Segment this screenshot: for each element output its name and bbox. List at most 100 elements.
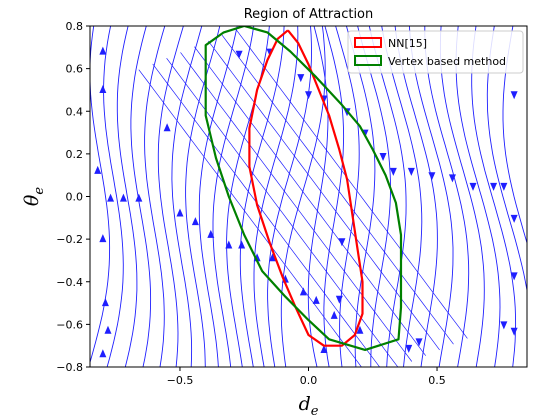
stream-arrow — [225, 240, 233, 249]
stream-arrow — [163, 123, 171, 132]
series-layer — [204, 26, 403, 351]
streamline — [280, 26, 326, 367]
stream-arrow — [235, 50, 243, 59]
stream-arrow — [356, 325, 364, 334]
streamline — [471, 26, 517, 367]
y-tick-label: −0.6 — [56, 318, 83, 331]
stream-arrow — [99, 349, 107, 358]
y-tick-label: −0.8 — [56, 361, 83, 374]
stream-arrow — [297, 74, 305, 83]
streamline — [171, 26, 203, 367]
x-tick-label: 0.5 — [428, 374, 446, 387]
legend-label: Vertex based method — [388, 55, 506, 68]
stream-arrow — [428, 172, 436, 181]
stream-arrow — [469, 182, 477, 191]
stream-arrow — [320, 344, 328, 353]
streamline — [381, 26, 423, 367]
streamline — [345, 26, 376, 367]
streamline — [152, 63, 381, 367]
stream-arrow — [104, 325, 112, 334]
stream-arrow — [389, 167, 397, 176]
streamline — [307, 26, 329, 367]
streamline — [130, 26, 152, 367]
stream-arrow — [510, 272, 518, 281]
streamline — [502, 26, 527, 245]
legend-label: NN[15] — [388, 37, 427, 50]
stream-arrow — [135, 193, 143, 202]
stream-arrow — [94, 165, 102, 174]
stream-arrow — [379, 153, 387, 162]
x-tick-label: −0.5 — [167, 374, 194, 387]
y-tick-label: 0.0 — [66, 191, 84, 204]
series-line-nn — [248, 29, 364, 347]
streamline-field — [90, 26, 527, 367]
stream-arrow — [500, 321, 508, 330]
streamline — [116, 26, 138, 367]
streamline — [138, 69, 362, 367]
stream-arrow — [330, 310, 338, 319]
stream-arrow — [99, 234, 107, 243]
streamline — [439, 26, 485, 367]
legend-swatch — [354, 37, 382, 48]
stream-arrow — [269, 253, 277, 262]
streamline — [239, 26, 285, 367]
stream-arrow — [338, 238, 346, 247]
streamline — [157, 26, 184, 367]
streamline — [194, 46, 426, 356]
streamline — [235, 29, 468, 339]
stream-arrow — [490, 182, 498, 191]
stream-arrow — [99, 46, 107, 55]
streamline — [486, 26, 527, 294]
y-tick-label: 0.4 — [66, 105, 84, 118]
y-tick-label: 0.6 — [66, 63, 84, 76]
streamline — [253, 26, 299, 367]
streamline — [357, 26, 391, 367]
streamline — [335, 26, 360, 367]
stream-arrow — [407, 167, 415, 176]
streamline — [455, 26, 501, 367]
axis-ticks: −0.5 0.0 0.5 −0.8 −0.6 −0.4 −0.2 0.0 0.2 0.4 0.6 0.… — [56, 20, 445, 387]
y-tick-label: 0.2 — [66, 148, 84, 161]
streamline — [267, 26, 312, 367]
stream-arrow — [238, 240, 246, 249]
axes-frame — [89, 25, 528, 368]
streamline — [212, 26, 255, 367]
stream-arrow — [191, 217, 199, 226]
y-axis-label: θe — [21, 187, 47, 206]
stream-arrow — [305, 91, 312, 100]
chart-title: Region of Attraction — [244, 7, 374, 22]
streamline — [408, 26, 454, 367]
legend-swatch — [354, 55, 382, 66]
stream-arrow — [510, 327, 518, 336]
streamline — [198, 26, 238, 367]
streamline — [166, 57, 399, 367]
series-line-vertex — [204, 26, 403, 351]
streamline — [221, 34, 454, 345]
stream-arrow — [510, 214, 518, 223]
stream-arrow — [448, 174, 456, 183]
stream-arrow — [405, 344, 413, 353]
stream-arrow — [176, 208, 184, 217]
streamline — [144, 26, 166, 367]
stream-arrow — [312, 295, 320, 304]
stream-arrow — [107, 193, 115, 202]
stream-arrow — [335, 295, 343, 304]
legend-box — [347, 30, 524, 74]
y-tick-label: −0.4 — [56, 276, 83, 289]
stream-arrow — [99, 84, 107, 93]
stream-arrow — [510, 91, 518, 100]
streamline — [185, 26, 221, 367]
x-axis-label: de — [299, 393, 319, 418]
stream-arrow — [299, 287, 307, 296]
y-tick-label: 0.8 — [66, 20, 84, 33]
stream-arrow — [119, 193, 127, 202]
stream-arrow — [500, 182, 508, 191]
stream-arrow — [207, 229, 215, 238]
legend: NN[15] Vertex based method — [347, 30, 524, 74]
streamline — [180, 52, 413, 362]
stream-arrow — [101, 298, 109, 307]
streamline — [368, 26, 407, 367]
streamline — [226, 26, 270, 367]
streamline — [424, 26, 470, 367]
